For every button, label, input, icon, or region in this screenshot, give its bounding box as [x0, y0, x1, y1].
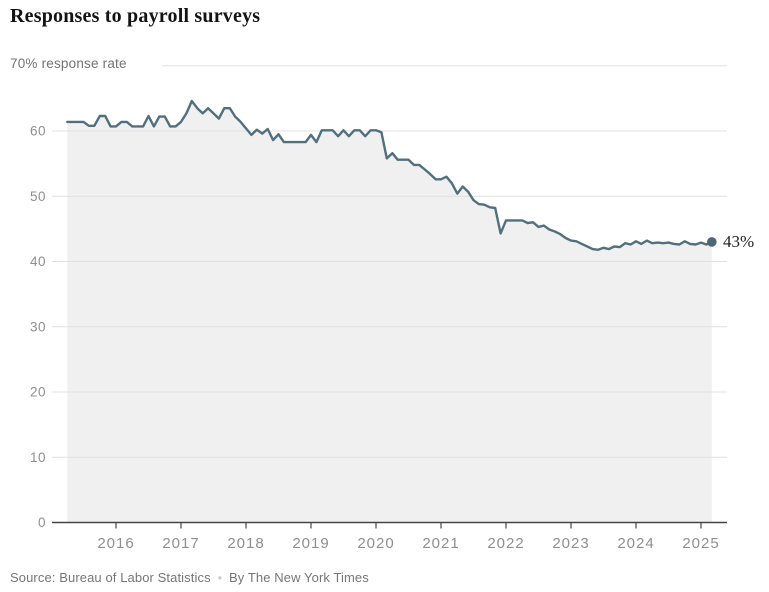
- x-tick-label-2019: 2019: [292, 535, 329, 552]
- y-tick-label-30: 30: [30, 319, 46, 334]
- y-tick-label-20: 20: [30, 385, 46, 400]
- y-tick-label-0: 0: [38, 515, 46, 530]
- end-point-dot: [707, 237, 717, 247]
- x-tick-label-2024: 2024: [617, 535, 654, 552]
- x-tick-label-2018: 2018: [227, 535, 264, 552]
- source-text: Source: Bureau of Labor Statistics: [10, 570, 211, 585]
- area-fill: [67, 101, 712, 523]
- x-tick-label-2021: 2021: [422, 535, 459, 552]
- y-tick-label-60: 60: [30, 124, 46, 139]
- x-tick-label-2016: 2016: [97, 535, 134, 552]
- x-tick-label-2022: 2022: [487, 535, 524, 552]
- y-tick-label-40: 40: [30, 254, 46, 269]
- bullet-separator: •: [217, 571, 222, 585]
- chart-footer: Source: Bureau of Labor Statistics • By Th…: [10, 570, 369, 585]
- y-tick-label-50: 50: [30, 189, 46, 204]
- end-value-label: 43%: [723, 232, 755, 251]
- x-tick-label-2025: 2025: [682, 535, 719, 552]
- top-axis-label: 70% response rate: [10, 56, 127, 71]
- line-series: [66, 99, 713, 251]
- byline-text: By The New York Times: [229, 570, 369, 585]
- x-tick-label-2017: 2017: [162, 535, 199, 552]
- y-tick-label-10: 10: [30, 450, 46, 465]
- x-tick-label-2020: 2020: [357, 535, 394, 552]
- page-title: Responses to payroll surveys: [10, 5, 261, 27]
- x-tick-label-2023: 2023: [552, 535, 589, 552]
